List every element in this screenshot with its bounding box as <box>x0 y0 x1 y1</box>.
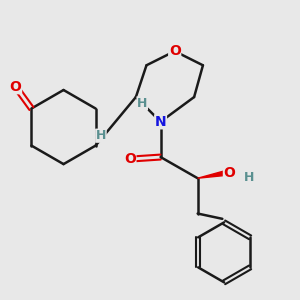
Text: O: O <box>10 80 22 94</box>
Text: O: O <box>124 152 136 166</box>
Text: H: H <box>244 171 255 184</box>
Text: H: H <box>96 129 106 142</box>
Text: N: N <box>155 115 167 129</box>
Polygon shape <box>198 170 226 178</box>
Text: O: O <box>169 44 181 58</box>
Text: H: H <box>137 97 147 110</box>
Text: O: O <box>224 166 235 180</box>
